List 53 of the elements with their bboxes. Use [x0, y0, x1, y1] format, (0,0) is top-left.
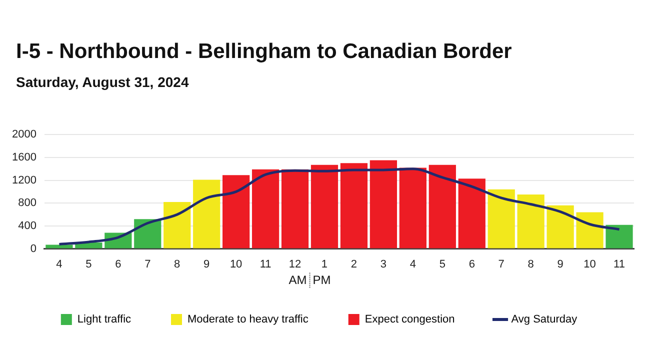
bar — [546, 205, 574, 248]
bar — [428, 164, 456, 248]
bar — [252, 169, 280, 248]
legend-label: Expect congestion — [364, 314, 455, 326]
x-tick-label: 11 — [614, 258, 625, 270]
x-tick-label: 4 — [56, 258, 62, 270]
chart-title: I-5 - Northbound - Bellingham to Canadian Border — [16, 40, 512, 64]
bar — [370, 160, 398, 248]
text: AM — [288, 273, 307, 288]
x-tick-label: 6 — [468, 258, 475, 270]
y-tick-label: 1600 — [12, 151, 36, 164]
bar — [399, 168, 426, 248]
x-tick-label: 5 — [439, 258, 446, 270]
bar — [606, 224, 633, 248]
bar — [164, 202, 191, 248]
legend-label: Light traffic — [77, 314, 132, 326]
x-tick-label: 1 — [321, 258, 328, 270]
bar — [193, 180, 220, 248]
x-tick-label: 7 — [498, 258, 504, 270]
bar — [310, 164, 338, 248]
bar — [576, 212, 604, 248]
x-tick-label: 9 — [204, 258, 210, 270]
x-tick-label: 9 — [557, 258, 564, 270]
bar — [517, 194, 544, 248]
bar — [458, 178, 486, 248]
y-tick-label: 800 — [18, 197, 36, 210]
bar — [281, 169, 309, 248]
line-series — [58, 168, 621, 246]
x-tick-label: 10 — [584, 258, 596, 270]
y-tick-label: 400 — [18, 220, 36, 232]
text: PM — [312, 273, 331, 288]
x-tick-label: 6 — [115, 258, 122, 270]
x-tick-label: 7 — [144, 258, 151, 270]
x-tick-label: 12 — [288, 258, 302, 270]
y-tick-label: 1200 — [12, 174, 36, 186]
x-tick-label: 4 — [410, 258, 416, 270]
y-tick-label: 2000 — [12, 128, 36, 141]
legend-label: Moderate to heavy traffic — [188, 314, 309, 326]
bar — [488, 189, 515, 248]
x-tick-label: 8 — [174, 258, 180, 270]
x-tick-label: 11 — [260, 258, 272, 270]
bar — [222, 175, 250, 248]
bar — [134, 219, 162, 248]
y-tick-label: 0 — [30, 242, 36, 255]
x-tick-label: 8 — [528, 258, 534, 270]
x-tick-label: 10 — [230, 258, 242, 270]
x-tick-label: 3 — [380, 258, 387, 270]
x-tick-label: 2 — [350, 258, 358, 270]
x-tick-label: 5 — [86, 258, 92, 270]
legend-label: Avg Saturday — [511, 314, 578, 326]
bar — [46, 244, 73, 248]
bar — [340, 163, 368, 248]
chart-subtitle: Saturday, August 31, 2024 — [16, 74, 189, 90]
